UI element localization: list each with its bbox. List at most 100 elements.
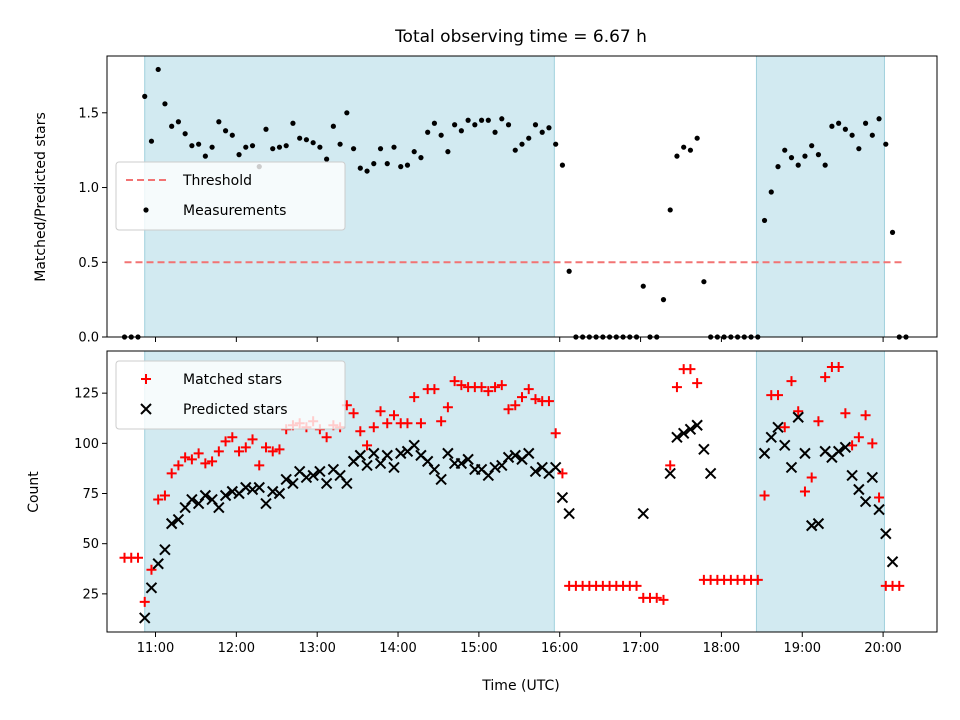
predicted-star-point xyxy=(805,519,818,532)
matched-star-point xyxy=(388,410,399,421)
matched-star-point xyxy=(496,380,507,391)
matched-star-point xyxy=(483,386,494,397)
measurement-point xyxy=(539,129,545,135)
predicted-star-point xyxy=(354,449,367,462)
measurement-point xyxy=(283,143,289,149)
measurement-point xyxy=(148,138,155,144)
measurement-point xyxy=(553,141,559,147)
predicted-star-point xyxy=(395,447,407,460)
x-tick-label: 18:00 xyxy=(703,641,740,656)
matched-star-point xyxy=(260,442,271,453)
measurement-point xyxy=(492,129,498,135)
predicted-star-point xyxy=(523,447,535,460)
measurement-point xyxy=(519,141,525,147)
predicted-star-point xyxy=(677,427,690,440)
predicted-star-point xyxy=(320,477,333,490)
matched-star-point xyxy=(773,390,784,401)
measurement-point xyxy=(155,66,161,73)
y-tick-label: 125 xyxy=(74,387,99,402)
matched-star-point xyxy=(631,580,642,591)
x-tick-label: 11:00 xyxy=(137,641,174,656)
measurement-point xyxy=(660,297,667,303)
legend-label: Measurements xyxy=(183,203,286,219)
predicted-star-point xyxy=(186,493,198,506)
measurement-point xyxy=(465,117,471,123)
predicted-star-point xyxy=(772,421,784,433)
legend-label: Matched stars xyxy=(183,372,282,388)
measurement-point xyxy=(889,229,896,235)
measurement-point xyxy=(350,146,357,152)
measurement-point xyxy=(243,144,249,150)
measurement-point xyxy=(445,149,451,155)
measurement-point xyxy=(856,146,862,152)
measurement-point xyxy=(485,117,491,123)
legend-box xyxy=(115,161,346,231)
measurement-point xyxy=(357,165,363,171)
matched-star-point xyxy=(415,418,426,429)
predicted-star-point xyxy=(435,473,447,486)
predicted-star-point xyxy=(462,453,474,466)
matched-star-point xyxy=(799,486,810,497)
predicted-star-point xyxy=(529,465,542,478)
measurement-point xyxy=(297,135,303,141)
measurement-point xyxy=(876,116,882,122)
predicted-star-point xyxy=(698,443,710,456)
x-tick-label: 15:00 xyxy=(460,641,497,656)
top-panel: 0.0 0.5 1.0 1.5 Threshold Measurements xyxy=(78,55,938,346)
matched-star-point xyxy=(543,396,554,407)
matched-star-point xyxy=(510,400,521,411)
legend-measurement-swatch xyxy=(143,207,149,213)
x-tick-label: 14:00 xyxy=(379,641,416,656)
matched-star-point xyxy=(240,442,251,453)
matched-star-point xyxy=(853,432,864,443)
measurement-point xyxy=(263,126,269,132)
matched-star-point xyxy=(894,580,905,591)
measurement-point xyxy=(505,122,512,128)
matched-star-point xyxy=(375,406,386,417)
predicted-star-point xyxy=(260,497,272,510)
measurement-point xyxy=(809,143,815,149)
predicted-star-point xyxy=(246,483,259,496)
measurement-point xyxy=(883,141,889,147)
matched-star-point xyxy=(368,422,379,433)
predicted-star-point xyxy=(792,411,804,423)
matched-star-point xyxy=(442,402,453,413)
matched-star-point xyxy=(860,410,871,421)
matched-star-point xyxy=(557,468,568,479)
predicted-star-point xyxy=(765,431,777,444)
measurement-point xyxy=(667,207,673,213)
predicted-star-point xyxy=(152,558,164,570)
measurement-point xyxy=(236,152,242,158)
measurement-point xyxy=(418,155,424,161)
predicted-star-point xyxy=(563,507,575,520)
matched-star-point xyxy=(523,384,534,395)
measurement-point xyxy=(815,152,822,158)
predicted-star-point xyxy=(785,461,798,474)
predicted-star-point xyxy=(172,513,185,526)
measurement-point xyxy=(761,217,768,224)
matched-star-point xyxy=(220,436,231,447)
measurement-point xyxy=(216,119,222,125)
matched-star-point xyxy=(207,456,218,467)
predicted-star-point xyxy=(671,431,683,444)
predicted-star-point xyxy=(314,465,326,478)
measurement-point xyxy=(317,144,323,150)
matched-star-point xyxy=(254,460,265,471)
predicted-star-point xyxy=(273,487,286,500)
predicted-star-point xyxy=(556,491,569,504)
measurement-point xyxy=(822,162,828,168)
matched-star-point xyxy=(213,446,224,457)
measurement-point xyxy=(472,122,478,128)
predicted-star-point xyxy=(361,459,373,472)
predicted-star-point xyxy=(779,439,791,452)
legend: Matched stars Predicted stars xyxy=(115,360,346,430)
predicted-star-point xyxy=(428,463,441,476)
x-tick-label: 17:00 xyxy=(622,641,659,656)
predicted-star-point xyxy=(226,485,239,498)
x-tick-label: 12:00 xyxy=(218,641,255,656)
x-tick-label: 13:00 xyxy=(298,641,335,656)
shaded-region xyxy=(755,55,885,338)
measurement-point xyxy=(425,129,431,135)
measurement-point xyxy=(324,156,330,162)
predicted-star-point xyxy=(213,501,225,514)
